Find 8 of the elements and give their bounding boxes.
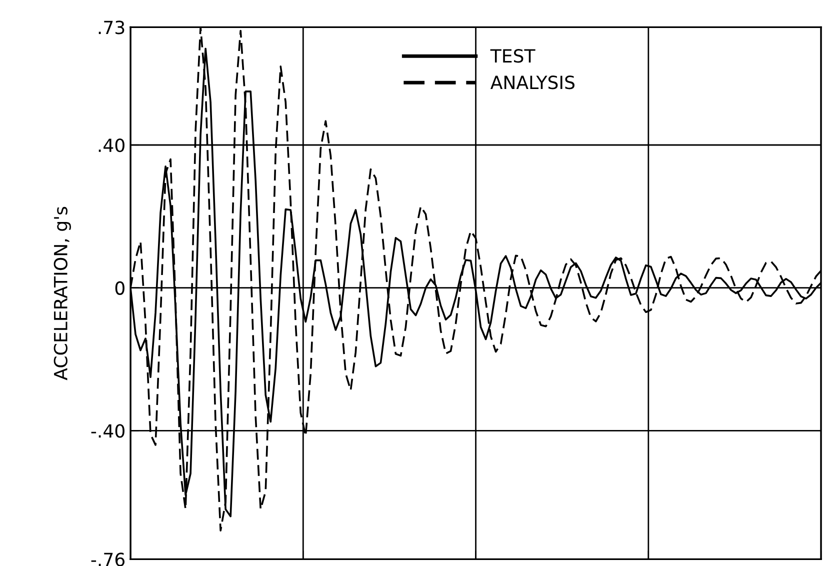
y-tick-label: 0 bbox=[115, 281, 124, 295]
legend-label: ANALYSIS bbox=[490, 76, 574, 90]
y-tick-label: -.40 bbox=[91, 424, 124, 438]
y-tick-label: .73 bbox=[98, 20, 124, 34]
y-tick-label: .40 bbox=[98, 138, 124, 152]
y-axis-title: ACCELERATION, g's bbox=[54, 206, 71, 380]
legend-label: TEST bbox=[490, 49, 536, 63]
y-tick-label: -.76 bbox=[91, 552, 125, 566]
